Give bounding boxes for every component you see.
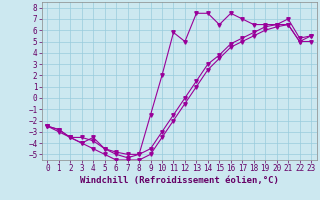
X-axis label: Windchill (Refroidissement éolien,°C): Windchill (Refroidissement éolien,°C) xyxy=(80,176,279,185)
